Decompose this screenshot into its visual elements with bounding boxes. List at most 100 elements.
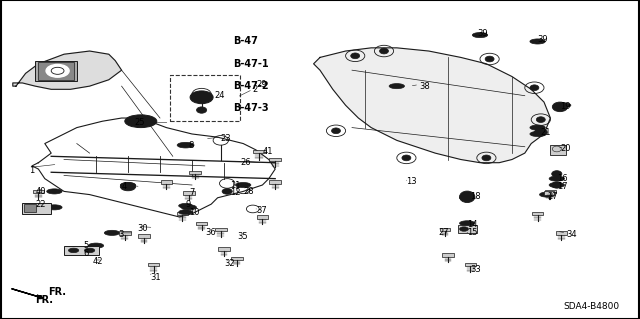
Bar	[196, 222, 207, 225]
Ellipse shape	[559, 104, 567, 107]
Ellipse shape	[133, 118, 148, 124]
Bar	[253, 150, 266, 153]
Text: 7: 7	[189, 189, 194, 197]
Text: FR.: FR.	[48, 287, 66, 297]
Ellipse shape	[460, 227, 468, 231]
Ellipse shape	[530, 131, 545, 137]
Text: 41: 41	[262, 147, 273, 156]
Text: 25: 25	[134, 118, 145, 127]
Ellipse shape	[68, 248, 79, 253]
Bar	[440, 228, 450, 231]
Text: B-47-3: B-47-3	[234, 103, 269, 114]
Text: 6: 6	[83, 249, 88, 258]
Text: 35: 35	[237, 232, 248, 241]
Text: 27: 27	[438, 228, 449, 237]
Bar	[465, 263, 476, 266]
Ellipse shape	[108, 232, 116, 234]
Ellipse shape	[543, 193, 551, 196]
Text: 9: 9	[186, 200, 191, 209]
Bar	[35, 61, 77, 81]
Text: 27: 27	[547, 192, 558, 201]
Ellipse shape	[472, 33, 488, 38]
Ellipse shape	[534, 40, 541, 43]
Text: 39: 39	[477, 29, 488, 38]
Ellipse shape	[179, 204, 193, 208]
Ellipse shape	[476, 34, 484, 36]
Bar	[189, 171, 201, 174]
Bar	[161, 180, 172, 183]
Ellipse shape	[534, 129, 547, 136]
Ellipse shape	[190, 91, 213, 104]
Ellipse shape	[51, 206, 58, 209]
Text: 32: 32	[224, 259, 235, 268]
Ellipse shape	[222, 189, 232, 194]
Bar	[231, 257, 243, 260]
Bar	[215, 228, 227, 231]
Bar	[556, 231, 567, 234]
Ellipse shape	[552, 182, 562, 188]
Ellipse shape	[482, 155, 491, 161]
Bar	[458, 225, 477, 233]
Ellipse shape	[534, 126, 541, 129]
Ellipse shape	[553, 184, 561, 186]
Text: 20: 20	[560, 144, 570, 153]
Ellipse shape	[553, 177, 561, 180]
Ellipse shape	[463, 222, 471, 225]
Text: 40: 40	[35, 187, 45, 196]
Ellipse shape	[177, 142, 194, 148]
Ellipse shape	[46, 64, 69, 77]
Ellipse shape	[92, 244, 100, 247]
Text: 4: 4	[122, 182, 127, 191]
Ellipse shape	[549, 176, 564, 181]
Ellipse shape	[463, 197, 471, 199]
Ellipse shape	[120, 182, 136, 191]
Ellipse shape	[530, 85, 539, 91]
Ellipse shape	[556, 103, 571, 108]
Ellipse shape	[104, 230, 120, 235]
Text: 31: 31	[150, 273, 161, 282]
Text: 10: 10	[189, 208, 199, 217]
Ellipse shape	[460, 195, 475, 200]
Ellipse shape	[393, 85, 401, 87]
Text: 15: 15	[467, 228, 477, 237]
Ellipse shape	[47, 205, 62, 210]
Text: 38: 38	[419, 82, 430, 91]
Text: 13: 13	[406, 177, 417, 186]
Ellipse shape	[463, 195, 471, 199]
Ellipse shape	[196, 107, 207, 113]
Text: SDA4-B4800: SDA4-B4800	[563, 302, 620, 311]
Text: 29: 29	[256, 80, 266, 89]
Bar	[269, 158, 281, 161]
Bar	[33, 190, 44, 193]
Ellipse shape	[530, 125, 545, 130]
Text: 5: 5	[83, 241, 88, 250]
Ellipse shape	[351, 53, 360, 59]
Ellipse shape	[530, 39, 545, 44]
Bar	[38, 62, 74, 80]
Text: 17: 17	[557, 182, 568, 191]
Ellipse shape	[536, 117, 545, 122]
Ellipse shape	[552, 102, 568, 112]
Polygon shape	[13, 51, 122, 89]
Text: 33: 33	[470, 265, 481, 274]
Bar	[257, 215, 268, 219]
Ellipse shape	[125, 115, 157, 128]
Text: 8: 8	[189, 141, 194, 150]
Bar	[24, 204, 36, 212]
Ellipse shape	[124, 184, 132, 186]
Ellipse shape	[181, 144, 190, 146]
Text: 30: 30	[138, 224, 148, 233]
Text: B-47-2: B-47-2	[234, 81, 269, 91]
Text: 37: 37	[256, 206, 267, 215]
Bar	[183, 191, 195, 195]
Polygon shape	[12, 289, 44, 298]
Ellipse shape	[51, 190, 58, 193]
Ellipse shape	[236, 182, 251, 188]
Bar	[218, 247, 230, 250]
Text: 2: 2	[253, 85, 258, 94]
Ellipse shape	[552, 171, 562, 177]
Ellipse shape	[84, 248, 95, 253]
Text: 42: 42	[93, 257, 103, 266]
Polygon shape	[314, 48, 550, 163]
Bar	[22, 203, 51, 214]
